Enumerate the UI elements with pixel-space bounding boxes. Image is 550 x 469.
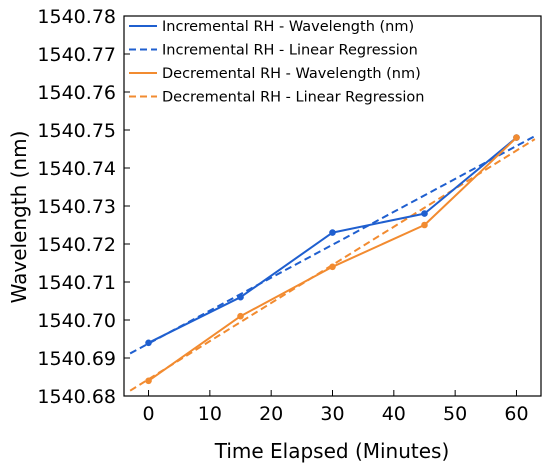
- data-point: [421, 221, 428, 229]
- legend-label: Decremental RH - Wavelength (nm): [162, 66, 421, 82]
- y-tick-label: 1540.74: [37, 158, 116, 180]
- data-point: [513, 134, 520, 141]
- x-tick-label: 20: [259, 403, 283, 425]
- data-point: [145, 377, 152, 385]
- y-tick-label: 1540.71: [37, 272, 116, 294]
- data-point: [237, 293, 244, 301]
- y-tick-label: 1540.78: [37, 6, 116, 28]
- x-axis-title: Time Elapsed (Minutes): [214, 439, 450, 463]
- legend-label: Incremental RH - Wavelength (nm): [162, 19, 414, 35]
- x-tick-label: 30: [320, 403, 344, 425]
- data-point: [329, 263, 336, 271]
- series-line-3: [129, 138, 536, 392]
- legend-label: Incremental RH - Linear Regression: [162, 43, 418, 59]
- data-point: [237, 312, 244, 320]
- y-tick-label: 1540.68: [37, 386, 116, 408]
- y-tick-label: 1540.73: [37, 196, 116, 218]
- y-tick-label: 1540.70: [37, 310, 116, 332]
- x-tick-label: 0: [142, 403, 154, 425]
- series-line-2: [147, 136, 518, 382]
- x-tick-label: 40: [382, 403, 406, 425]
- data-point: [145, 339, 152, 347]
- series-lines: [129, 134, 536, 392]
- y-tick-label: 1540.72: [37, 234, 116, 256]
- legend-label: Decremental RH - Linear Regression: [162, 90, 424, 106]
- x-tick-label: 60: [504, 403, 528, 425]
- data-point: [329, 229, 336, 236]
- x-tick-label: 50: [443, 403, 467, 425]
- y-tick-label: 1540.75: [37, 120, 116, 142]
- y-tick-label: 1540.76: [37, 82, 116, 104]
- y-tick-label: 1540.77: [37, 44, 116, 66]
- y-axis-ticks: 1540.68 1540.69 1540.70 1540.71 1540.72 1540.…: [37, 6, 130, 408]
- y-tick-label: 1540.69: [37, 348, 116, 370]
- series-line-0: [148, 136, 518, 344]
- data-point: [421, 210, 428, 217]
- x-tick-label: 10: [198, 403, 222, 425]
- y-axis-title: Wavelength (nm): [7, 131, 31, 304]
- x-axis-ticks: 0 10 20 30 40 50 60: [142, 390, 529, 425]
- legend: Incremental RH - Wavelength (nm) Incremen…: [129, 19, 424, 106]
